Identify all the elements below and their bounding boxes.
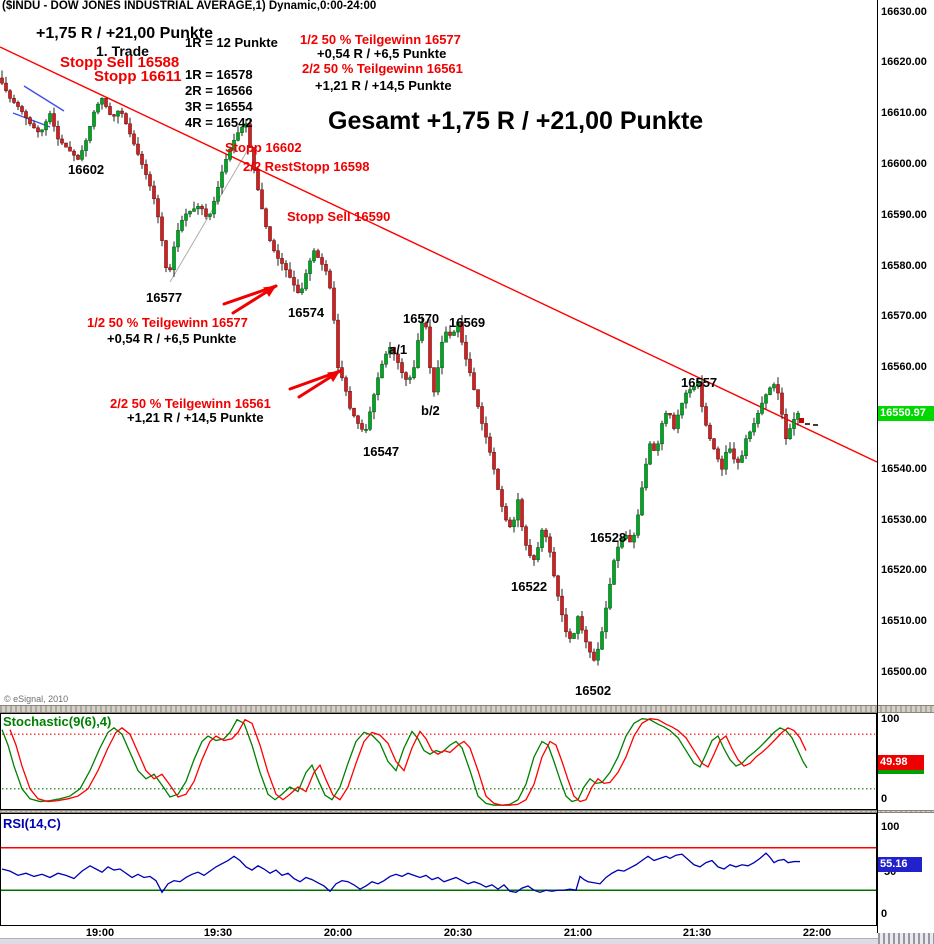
main-price-chart-canvas[interactable] xyxy=(0,0,877,705)
price-axis-label: 16590.00 xyxy=(881,208,927,221)
price-axis-label: 16560.00 xyxy=(881,361,927,374)
time-axis-label: 20:30 xyxy=(443,927,473,939)
price-axis-label: 16500.00 xyxy=(881,665,927,678)
price-axis-label: 16520.00 xyxy=(881,564,927,577)
stochastic-value-badge: 49.98 xyxy=(878,754,924,770)
stochastic-panel-title: Stochastic(9(6),4) xyxy=(3,714,112,729)
panel-splitter-stochastic-rsi[interactable] xyxy=(0,810,934,813)
last-price-badge: 16550.97 xyxy=(878,406,934,422)
time-axis-label: 20:00 xyxy=(323,927,353,939)
time-axis-label: 19:00 xyxy=(85,927,115,939)
price-axis-label: 16540.00 xyxy=(881,462,927,475)
price-axis-label: 16600.00 xyxy=(881,157,927,170)
chart-title: ($INDU - DOW JONES INDUSTRIAL AVERAGE,1)… xyxy=(2,0,377,12)
time-axis-label: 22:00 xyxy=(802,927,832,939)
price-axis-label: 16510.00 xyxy=(881,615,927,628)
panel-splitter-main-stochastic[interactable] xyxy=(0,705,934,713)
stochastic-axis-low: 0 xyxy=(881,793,888,805)
time-axis-label: 21:00 xyxy=(563,927,593,939)
rsi-axis-low: 0 xyxy=(881,908,888,920)
resize-grip[interactable] xyxy=(878,933,934,944)
stochastic-axis-high: 100 xyxy=(881,713,900,725)
price-axis-label: 16530.00 xyxy=(881,513,927,526)
horizontal-scrollbar[interactable] xyxy=(0,938,934,944)
rsi-panel-canvas[interactable] xyxy=(0,813,877,927)
rsi-panel-title: RSI(14,C) xyxy=(3,816,61,831)
time-axis-label: 21:30 xyxy=(682,927,712,939)
price-axis-label: 16570.00 xyxy=(881,310,927,323)
time-axis-label: 19:30 xyxy=(203,927,233,939)
rsi-axis-high: 100 xyxy=(881,821,900,833)
price-axis-label: 16610.00 xyxy=(881,107,927,120)
price-axis-border xyxy=(877,0,878,933)
price-axis-label: 16620.00 xyxy=(881,56,927,69)
price-axis-label: 16630.00 xyxy=(881,5,927,18)
rsi-value-badge: 55.16 xyxy=(878,856,922,872)
price-axis-label: 16580.00 xyxy=(881,259,927,272)
stochastic-panel-canvas[interactable] xyxy=(0,705,877,813)
